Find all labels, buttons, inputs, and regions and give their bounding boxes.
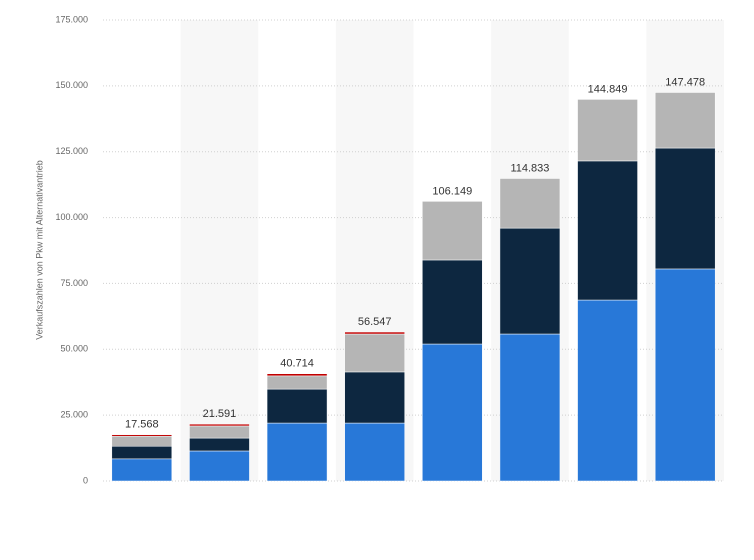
y-tick-label: 50.000 [60, 344, 88, 354]
total-label: 144.849 [588, 83, 628, 95]
total-label: 21.591 [203, 408, 237, 420]
bar-segment [189, 450, 250, 482]
bar-segment [111, 445, 173, 460]
bar-segment [266, 388, 328, 424]
bar-segment [266, 373, 328, 377]
bar-segment [111, 434, 173, 437]
bar-segment [654, 147, 716, 270]
bar-segment [266, 375, 328, 390]
bar-segment [344, 422, 405, 482]
y-tick-label: 0 [83, 475, 88, 485]
bar-segment [111, 458, 173, 482]
y-tick-label: 125.000 [55, 146, 88, 156]
bar-segment [499, 178, 561, 229]
bar-segment [422, 201, 483, 261]
bar-segment [499, 333, 561, 482]
bar-segment [577, 99, 638, 162]
y-tick-label: 75.000 [60, 278, 88, 288]
bar-segment [344, 331, 405, 335]
total-label: 147.478 [665, 76, 705, 88]
column-band [180, 20, 259, 481]
y-tick-label: 150.000 [55, 80, 88, 90]
bar-segment [189, 423, 250, 427]
bar-segment [499, 227, 561, 335]
bar-segment [344, 333, 405, 373]
y-tick-label: 100.000 [55, 212, 88, 222]
bar-segment [422, 259, 483, 345]
bar-segment [422, 343, 483, 482]
bar-segment [111, 435, 173, 447]
bar-segment [344, 371, 405, 424]
bar-segment [189, 437, 250, 452]
total-label: 56.547 [358, 316, 392, 328]
bar-segment [189, 425, 250, 439]
total-label: 40.714 [280, 358, 314, 370]
y-tick-label: 175.000 [55, 14, 88, 24]
total-label: 106.149 [432, 185, 472, 197]
y-tick-label: 25.000 [60, 410, 88, 420]
total-label: 114.833 [510, 162, 549, 174]
bar-segment [654, 92, 716, 149]
bar-segment [266, 422, 328, 482]
y-axis-label: Verkaufszahlen von Pkw mit Alternativant… [34, 160, 44, 340]
total-label: 17.568 [125, 419, 159, 431]
bar-segment [577, 299, 638, 482]
bar-segment [654, 268, 716, 482]
bar-segment [577, 160, 638, 301]
